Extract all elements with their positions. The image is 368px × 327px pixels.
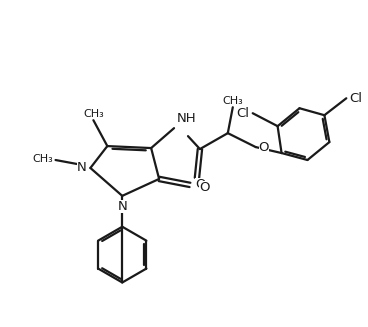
Text: O: O (199, 181, 209, 194)
Text: CH₃: CH₃ (83, 109, 104, 119)
Text: N: N (77, 162, 86, 175)
Text: CH₃: CH₃ (222, 96, 243, 106)
Text: O: O (195, 179, 205, 191)
Text: O: O (259, 141, 269, 154)
Text: NH: NH (177, 112, 197, 125)
Text: N: N (117, 200, 127, 213)
Text: Cl: Cl (349, 92, 362, 105)
Text: CH₃: CH₃ (33, 154, 54, 164)
Text: Cl: Cl (237, 107, 250, 120)
